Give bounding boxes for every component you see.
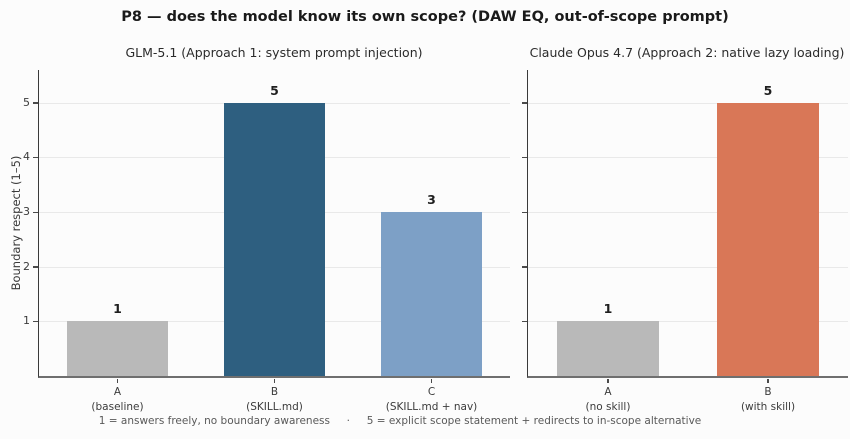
x-tick-mark xyxy=(116,378,119,383)
y-tick-label: 1 xyxy=(23,314,30,328)
y-tick-mark xyxy=(33,102,38,104)
bar-value-label: 5 xyxy=(270,82,279,98)
x-tick-mark xyxy=(767,378,769,383)
x-tick-label-line: (baseline) xyxy=(91,401,144,414)
x-tick-mark xyxy=(430,378,433,383)
y-tick-mark xyxy=(33,266,38,268)
y-tick-mark xyxy=(522,266,527,268)
y-tick-mark xyxy=(522,320,527,323)
x-tick-label-line: (SKILL.md + nav) xyxy=(385,401,478,414)
gridline xyxy=(528,157,848,159)
x-tick-label: B (SKILL.md) xyxy=(195,385,355,415)
y-tick-mark xyxy=(522,211,527,214)
plot-area-left: 1 2 3 4 5 1 A (baseline) 5 B (SKILL.md) 3 C (SKILL.md… xyxy=(23,70,510,413)
x-tick-label-line: B xyxy=(764,386,772,398)
y-tick-mark xyxy=(522,102,527,104)
x-tick-label-line: (with skill) xyxy=(740,401,796,414)
x-tick-label: A (baseline) xyxy=(38,385,198,415)
subplot-title-right: Claude Opus 4.7 (Approach 2: native lazy… xyxy=(529,45,845,60)
bar-value-label: 5 xyxy=(763,82,773,98)
y-tick-label: 4 xyxy=(23,150,30,164)
x-tick-label-line: B xyxy=(270,386,279,398)
x-tick-mark xyxy=(273,378,276,383)
subplot-title-left: GLM-5.1 (Approach 1: system prompt injec… xyxy=(125,45,423,60)
figure-title: P8 — does the model know its own scope? … xyxy=(121,9,729,25)
y-tick-mark xyxy=(522,156,527,159)
y-tick-label: 2 xyxy=(23,259,30,273)
bar-value-label: 3 xyxy=(427,192,436,208)
footnote: 1 = answers freely, no boundary awarenes… xyxy=(98,415,702,427)
x-tick-mark xyxy=(607,378,609,383)
x-tick-label: B (with skill) xyxy=(688,385,848,415)
plot-area-right: 1 A (no skill) 5 B (with skill) xyxy=(522,70,848,413)
y-tick-mark xyxy=(33,320,38,323)
y-tick-label: 3 xyxy=(23,205,30,219)
y-tick-label: 5 xyxy=(23,95,30,109)
x-tick-label: C (SKILL.md + nav) xyxy=(352,385,512,415)
x-tick-label-line: A xyxy=(604,386,612,398)
bar xyxy=(556,321,660,376)
x-tick-label-line: C xyxy=(427,386,436,398)
bar-value-label: 1 xyxy=(113,301,122,317)
y-tick-mark xyxy=(33,211,38,214)
y-tick-mark xyxy=(33,156,38,159)
gridline xyxy=(528,321,848,323)
gridline xyxy=(528,102,848,104)
bar xyxy=(716,102,820,376)
bar xyxy=(224,102,325,376)
x-tick-label-line: A xyxy=(113,386,122,398)
x-tick-label-line: (SKILL.md) xyxy=(246,401,303,414)
x-tick-label: A (no skill) xyxy=(528,385,688,415)
bar-value-label: 1 xyxy=(603,301,613,317)
gridline xyxy=(528,266,848,268)
y-axis-label: Boundary respect (1–5) xyxy=(9,155,23,291)
bar xyxy=(381,212,482,376)
gridline xyxy=(528,212,848,214)
bar xyxy=(67,321,168,376)
x-tick-label-line: (no skill) xyxy=(585,401,631,414)
